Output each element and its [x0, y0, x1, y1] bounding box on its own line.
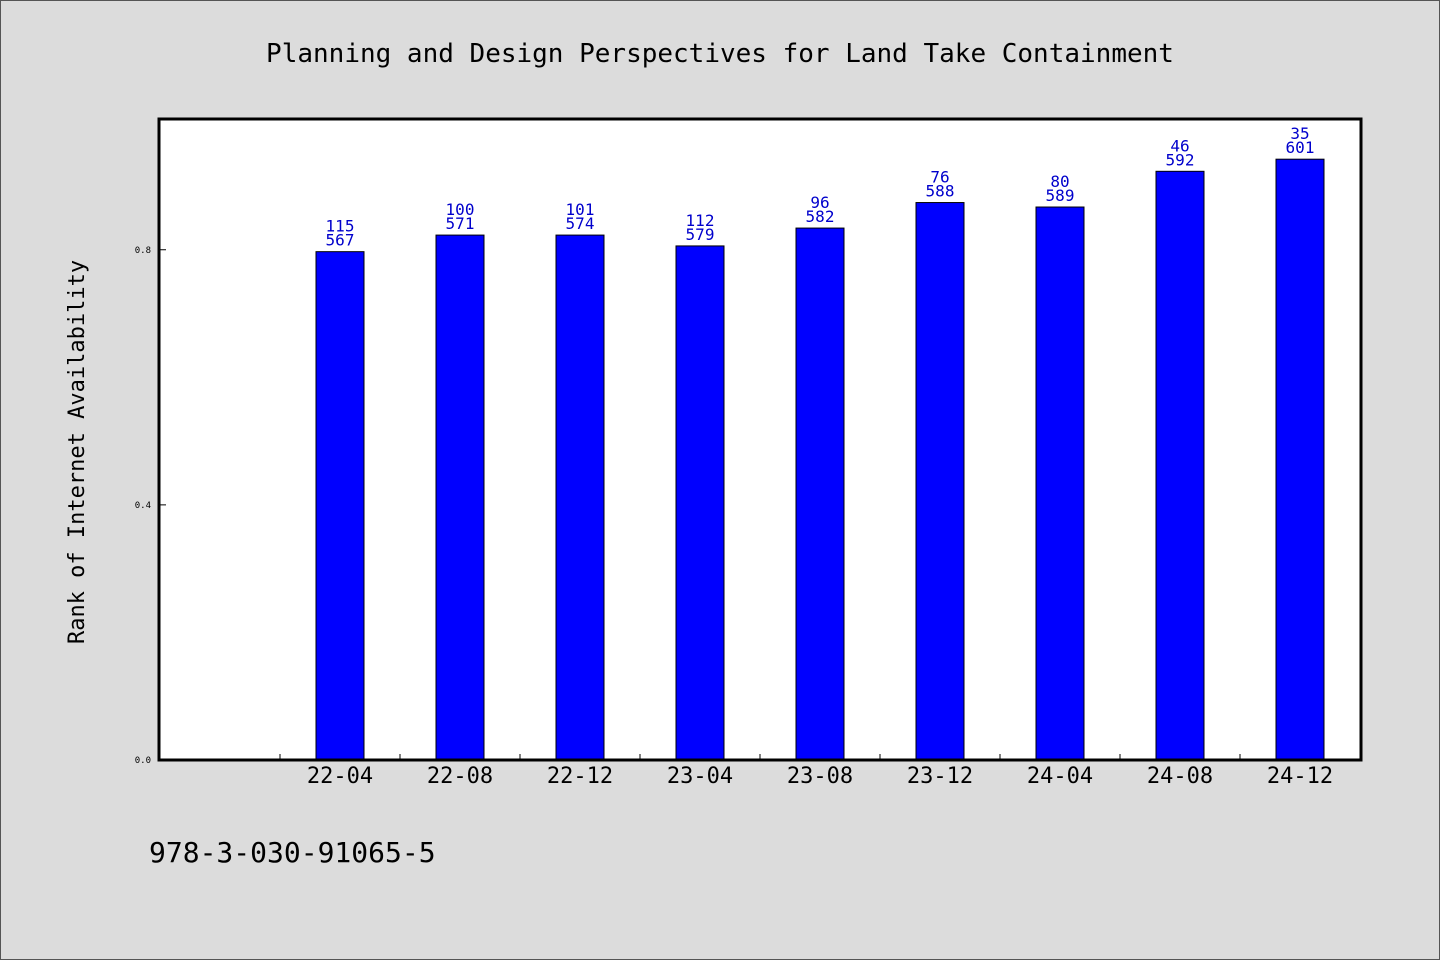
x-tick-label-22-04: 22-04	[307, 764, 373, 789]
bar-label-top-23-12: 76	[930, 168, 949, 187]
bar-23-12	[915, 202, 965, 761]
x-tick-label-22-08: 22-08	[427, 764, 493, 789]
x-tick-label-23-12: 23-12	[907, 764, 973, 789]
x-axis: 22-04 22-08 22-12 23-04 23-08 23-12 24-04 24-08…	[279, 754, 1333, 789]
bar-label-bottom-22-12: 574	[566, 214, 595, 233]
bar-label-bottom-23-04: 579	[686, 225, 715, 244]
bar-label-top-22-12: 101	[566, 200, 595, 219]
y-tick-label-0.0: 0.0	[135, 756, 151, 766]
bar-24-04	[1035, 206, 1085, 761]
bar-22-04	[315, 251, 365, 761]
x-tick-label-24-04: 24-04	[1027, 764, 1093, 789]
bar-label-top-22-08: 100	[446, 200, 475, 219]
x-tick-label-23-04: 23-04	[667, 764, 733, 789]
bar-label-bottom-24-08: 592	[1166, 150, 1195, 169]
bar-label-bottom-24-12: 601	[1286, 138, 1315, 157]
bar-label-top-23-04: 112	[686, 211, 715, 230]
bar-label-bottom-22-08: 571	[446, 214, 475, 233]
bar-24-12	[1275, 158, 1325, 761]
bar-label-bottom-22-04: 567	[326, 231, 355, 250]
bar-label-bottom-23-12: 588	[926, 182, 955, 201]
plot-border	[157, 117, 1363, 762]
chart-title: Planning and Design Perspectives for Lan…	[266, 39, 1174, 69]
x-tick-label-24-12: 24-12	[1267, 764, 1333, 789]
bar-label-top-23-08: 96	[810, 193, 829, 212]
bar-label-top-22-04: 115	[326, 217, 355, 236]
y-axis-label: Rank of Internet Availability	[65, 260, 90, 644]
bar-label-top-24-04: 80	[1050, 172, 1069, 191]
bar-22-12	[555, 234, 605, 761]
bar-label-bottom-23-08: 582	[806, 207, 835, 226]
bar-23-04	[675, 245, 725, 761]
bar-label-top-24-12: 35	[1290, 124, 1309, 143]
x-tick-label-23-08: 23-08	[787, 764, 853, 789]
x-tick-label-22-12: 22-12	[547, 764, 613, 789]
bar-label-bottom-24-04: 589	[1046, 186, 1075, 205]
bar-23-08	[795, 227, 845, 761]
footer-isbn: 978-3-030-91065-5	[149, 836, 436, 869]
bar-22-08	[435, 234, 485, 761]
y-tick-label-0.8: 0.8	[135, 246, 151, 256]
y-tick-label-0.4: 0.4	[135, 501, 151, 511]
bar-24-08	[1155, 170, 1205, 761]
x-tick-label-24-08: 24-08	[1147, 764, 1213, 789]
bar-label-top-24-08: 46	[1170, 136, 1189, 155]
